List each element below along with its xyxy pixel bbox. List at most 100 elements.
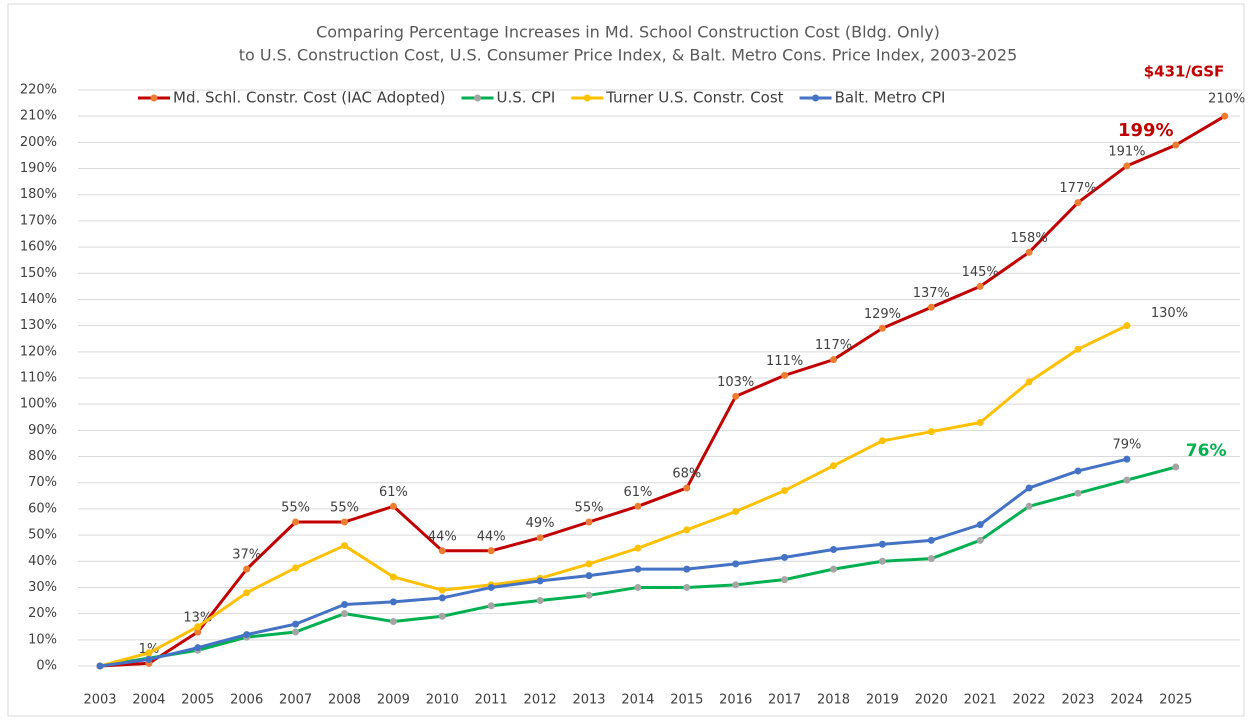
data-point (438, 612, 446, 620)
data-point (1123, 476, 1131, 484)
x-tick-label: 2003 (83, 693, 116, 708)
x-tick-label: 2019 (866, 693, 899, 708)
data-point (292, 564, 300, 572)
chart-title: to U.S. Construction Cost, U.S. Consumer… (239, 46, 1018, 65)
data-label: 49% (526, 516, 555, 531)
x-tick-label: 2008 (328, 693, 361, 708)
data-point (976, 536, 984, 544)
y-tick-label: 0% (36, 659, 57, 674)
data-label: 44% (477, 529, 506, 544)
data-point (976, 419, 984, 427)
data-point (683, 565, 691, 573)
y-tick-label: 20% (28, 606, 57, 621)
data-point (585, 572, 593, 580)
data-point (732, 581, 740, 589)
data-point (634, 565, 642, 573)
x-tick-label: 2020 (915, 693, 948, 708)
data-point (1172, 463, 1180, 471)
y-tick-label: 40% (28, 554, 57, 569)
y-tick-label: 80% (28, 449, 57, 464)
legend-label: Balt. Metro CPI (835, 89, 946, 107)
legend-marker (474, 94, 481, 102)
data-point (438, 586, 446, 594)
y-tick-label: 90% (28, 423, 57, 438)
data-point (1025, 378, 1033, 386)
data-point (145, 649, 153, 657)
x-tick-label: 2005 (181, 693, 214, 708)
y-tick-label: 200% (20, 135, 57, 150)
data-label: 129% (864, 307, 901, 322)
data-point (243, 631, 251, 639)
legend-marker (583, 94, 591, 102)
data-point (683, 583, 691, 591)
data-point (389, 502, 397, 510)
x-tick-label: 2012 (524, 693, 557, 708)
x-tick-label: 2025 (1159, 693, 1192, 708)
data-point (341, 600, 348, 608)
data-point (1025, 248, 1033, 256)
y-tick-label: 70% (28, 475, 57, 490)
data-label: 61% (379, 485, 408, 500)
data-point (487, 583, 495, 591)
x-tick-label: 2007 (279, 693, 312, 708)
legend-marker (812, 94, 820, 102)
data-point (634, 583, 642, 591)
chart-border (7, 3, 1245, 717)
x-tick-label: 2009 (377, 693, 410, 708)
data-point (389, 598, 397, 606)
data-point (341, 518, 348, 526)
y-tick-label: 120% (20, 344, 57, 359)
legend-label: Turner U.S. Constr. Cost (605, 89, 783, 107)
x-tick-label: 2017 (768, 693, 801, 708)
y-tick-label: 130% (20, 318, 57, 333)
legend-label: U.S. CPI (497, 89, 556, 107)
data-label: 44% (428, 529, 457, 544)
data-point (781, 576, 789, 584)
data-point (243, 589, 251, 597)
data-point (976, 282, 984, 290)
y-tick-label: 50% (28, 528, 57, 543)
y-tick-label: 180% (20, 187, 57, 202)
data-point (878, 557, 886, 565)
data-point (292, 518, 300, 526)
data-point (732, 392, 740, 400)
x-tick-label: 2013 (572, 693, 605, 708)
x-tick-label: 2015 (670, 693, 703, 708)
y-tick-label: 10% (28, 632, 57, 647)
data-label: 79% (1112, 438, 1141, 453)
data-point (830, 356, 837, 364)
data-point (976, 521, 984, 529)
data-point (878, 324, 886, 332)
x-tick-label: 2011 (475, 693, 508, 708)
data-point (1123, 455, 1131, 463)
data-label: 103% (717, 375, 754, 390)
x-tick-label: 2023 (1061, 693, 1094, 708)
data-label: 145% (962, 265, 999, 280)
data-point (1074, 199, 1082, 207)
data-point (781, 487, 789, 495)
data-point (585, 560, 593, 568)
x-tick-label: 2018 (817, 693, 850, 708)
y-tick-label: 170% (20, 213, 57, 228)
data-point (878, 540, 886, 548)
y-tick-label: 190% (20, 161, 57, 176)
data-point (96, 662, 104, 670)
data-point (683, 484, 691, 492)
data-point (1123, 162, 1131, 170)
data-point (830, 545, 837, 553)
data-label: 55% (281, 501, 310, 516)
data-point (341, 542, 348, 550)
series-line (99, 114, 1226, 668)
data-label: 191% (1108, 144, 1145, 159)
data-point (683, 526, 691, 534)
data-point (927, 428, 935, 436)
x-tick-label: 2006 (230, 693, 263, 708)
data-point (389, 617, 397, 625)
data-point (634, 544, 642, 552)
annotation: $431/GSF (1144, 63, 1225, 81)
data-label: 61% (623, 485, 652, 500)
data-point (536, 577, 544, 585)
data-point (781, 371, 789, 379)
data-point (487, 547, 495, 555)
